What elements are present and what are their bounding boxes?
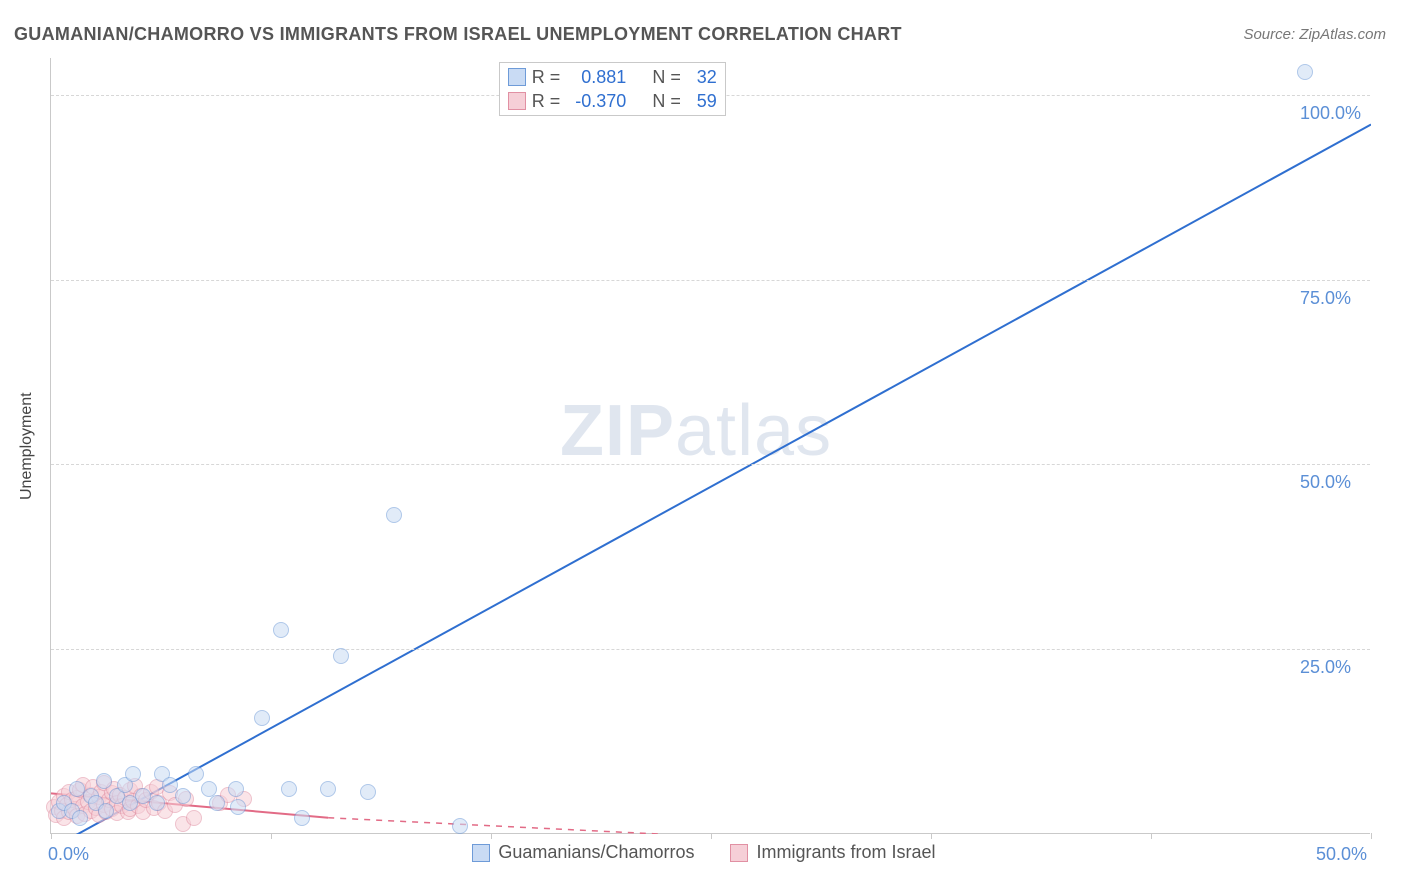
legend-item: Immigrants from Israel	[730, 842, 935, 863]
correlation-legend: R =0.881N =32R =-0.370N =59	[499, 62, 726, 116]
legend-swatch	[508, 92, 526, 110]
scatter-point-blue	[175, 788, 191, 804]
scatter-point-blue	[98, 803, 114, 819]
y-tick-label: 100.0%	[1300, 103, 1361, 124]
scatter-point-blue	[149, 795, 165, 811]
y-tick-label: 50.0%	[1300, 472, 1351, 493]
grid-line	[51, 464, 1370, 465]
scatter-point-blue	[254, 710, 270, 726]
x-tick	[271, 833, 272, 839]
scatter-point-blue	[228, 781, 244, 797]
legend-label: Guamanians/Chamorros	[498, 842, 694, 863]
scatter-point-blue	[294, 810, 310, 826]
trend-lines	[51, 58, 1371, 834]
y-tick-label: 75.0%	[1300, 288, 1351, 309]
scatter-point-blue	[96, 773, 112, 789]
x-tick	[51, 833, 52, 839]
scatter-point-blue	[320, 781, 336, 797]
x-tick-label: 0.0%	[48, 844, 89, 865]
legend-row: R =0.881N =32	[508, 65, 717, 89]
legend-swatch	[508, 68, 526, 86]
scatter-point-blue	[281, 781, 297, 797]
y-tick-label: 25.0%	[1300, 657, 1351, 678]
x-tick	[931, 833, 932, 839]
grid-line	[51, 280, 1370, 281]
y-axis-label: Unemployment	[18, 392, 36, 500]
legend-swatch	[472, 844, 490, 862]
scatter-point-blue	[72, 810, 88, 826]
x-tick-label: 50.0%	[1316, 844, 1367, 865]
scatter-point-pink	[186, 810, 202, 826]
scatter-point-blue	[1297, 64, 1313, 80]
scatter-point-blue	[452, 818, 468, 834]
trend-line	[51, 125, 1371, 834]
scatter-point-blue	[230, 799, 246, 815]
legend-label: Immigrants from Israel	[756, 842, 935, 863]
chart-title: GUAMANIAN/CHAMORRO VS IMMIGRANTS FROM IS…	[14, 24, 902, 45]
series-legend: Guamanians/Chamorros Immigrants from Isra…	[472, 842, 935, 863]
scatter-point-blue	[386, 507, 402, 523]
legend-row: R =-0.370N =59	[508, 89, 717, 113]
x-tick	[1151, 833, 1152, 839]
plot-area	[50, 58, 1370, 834]
grid-line	[51, 649, 1370, 650]
trend-line	[328, 818, 658, 834]
source-attribution: Source: ZipAtlas.com	[1243, 26, 1386, 43]
scatter-point-blue	[333, 648, 349, 664]
scatter-point-blue	[360, 784, 376, 800]
scatter-point-blue	[209, 795, 225, 811]
x-tick	[711, 833, 712, 839]
x-tick	[491, 833, 492, 839]
legend-swatch	[730, 844, 748, 862]
scatter-point-blue	[188, 766, 204, 782]
x-tick	[1371, 833, 1372, 839]
scatter-point-blue	[125, 766, 141, 782]
scatter-point-blue	[201, 781, 217, 797]
scatter-point-blue	[273, 622, 289, 638]
chart-container: GUAMANIAN/CHAMORRO VS IMMIGRANTS FROM IS…	[0, 0, 1406, 892]
legend-item: Guamanians/Chamorros	[472, 842, 694, 863]
